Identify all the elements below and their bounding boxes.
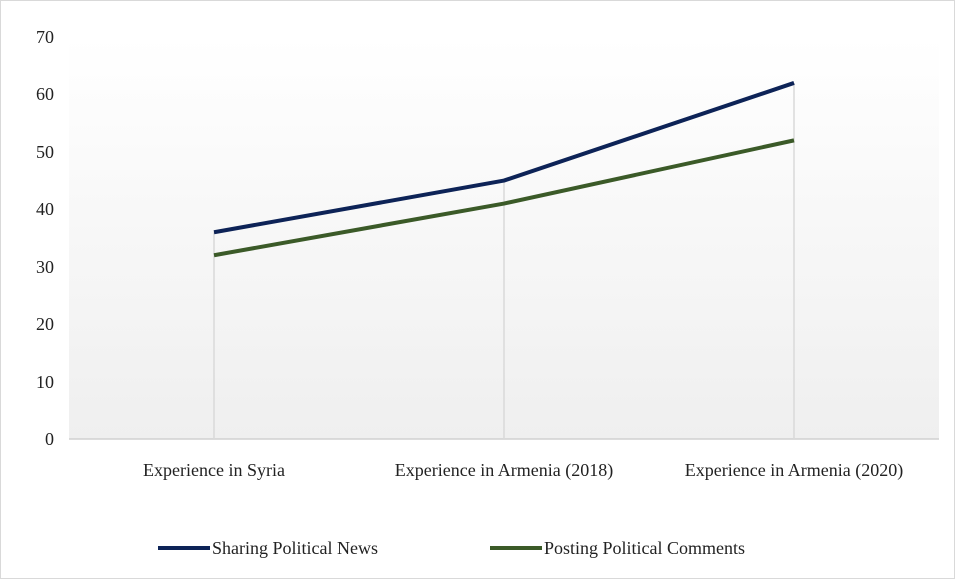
x-tick-label: Experience in Armenia (2020) xyxy=(684,460,904,480)
y-tick-label: 70 xyxy=(36,27,54,47)
y-tick-label: 50 xyxy=(36,141,54,162)
y-tick-label: 40 xyxy=(36,199,54,220)
x-tick-label: Experience in Syria xyxy=(143,460,285,480)
y-tick-label: 0 xyxy=(45,429,54,449)
y-tick-label: 60 xyxy=(36,84,54,105)
series-line xyxy=(213,81,795,235)
x-tick-label: Experience in Armenia (2018) xyxy=(394,460,614,480)
legend-label: Sharing Political News xyxy=(212,538,378,558)
y-tick-label: 20 xyxy=(36,314,54,335)
legend-label: Posting Political Comments xyxy=(544,538,746,558)
y-tick-label: 30 xyxy=(36,256,54,277)
y-tick-label: 10 xyxy=(36,371,54,392)
series-line xyxy=(213,138,795,258)
